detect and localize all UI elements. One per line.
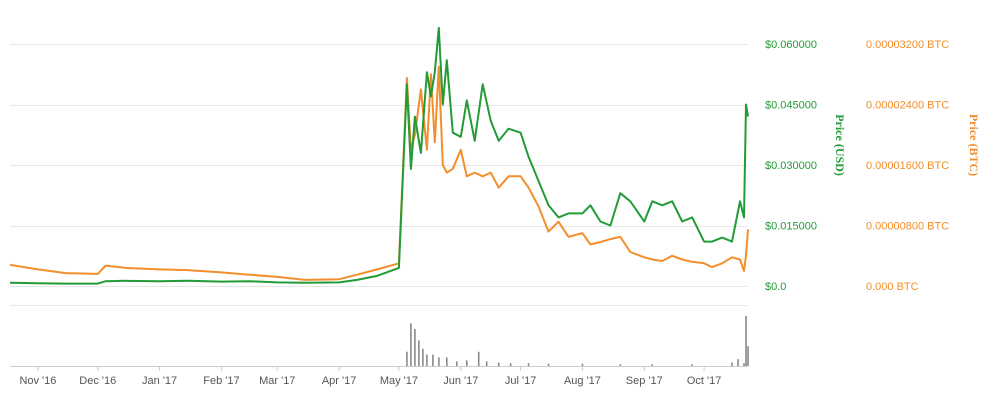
volume-bar	[651, 364, 654, 366]
btc-tick-label: 0.00002400 BTC	[866, 100, 949, 112]
btc-tick-label: 0.00001600 BTC	[866, 160, 949, 172]
btc-axis-ticks: 0.000 BTC 0.00000800 BTC 0.00001600 BTC …	[866, 39, 949, 293]
volume-bar	[465, 360, 468, 366]
x-tick-label: Aug '17	[564, 375, 601, 387]
volume-bar	[619, 364, 622, 366]
volume-bar	[438, 357, 440, 366]
volume-bar	[418, 340, 420, 366]
usd-tick-label: $0.0	[765, 281, 786, 293]
volume-panel	[10, 305, 749, 367]
btc-axis-title: Price (BTC)	[967, 114, 981, 176]
x-tick-label: Oct '17	[687, 375, 722, 387]
usd-tick-label: $0.060000	[765, 39, 817, 51]
volume-bar	[422, 348, 424, 366]
volume-bar	[547, 363, 550, 366]
btc-tick-label: 0.000 BTC	[866, 281, 919, 293]
x-tick-label: Nov '16	[19, 375, 56, 387]
volume-bar	[410, 323, 412, 366]
volume-bar	[446, 357, 448, 366]
volume-bar	[747, 346, 749, 366]
volume-bar	[406, 351, 408, 366]
x-tick-label: May '17	[380, 375, 418, 387]
volume-bar	[426, 354, 428, 366]
btc-tick-label: 0.00000800 BTC	[866, 221, 949, 233]
usd-axis-ticks: $0.0 $0.015000 $0.030000 $0.045000 $0.06…	[765, 39, 817, 293]
x-tick-label: Sep '17	[626, 375, 663, 387]
volume-bar	[743, 363, 745, 366]
x-axis-ticks: Nov '16 Dec '16 Jan '17 Feb '17 Mar '17 …	[19, 366, 721, 387]
volume-bar	[737, 359, 739, 366]
volume-bar	[414, 328, 416, 366]
volume-bar	[581, 363, 584, 366]
series-lines	[9, 26, 749, 285]
volume-bar	[485, 361, 488, 366]
usd-tick-label: $0.030000	[765, 160, 817, 172]
volume-bar	[497, 362, 500, 366]
usd-tick-label: $0.015000	[765, 221, 817, 233]
grid-lines	[10, 44, 748, 287]
volume-bar	[527, 363, 530, 366]
volume-bar	[745, 315, 747, 366]
x-tick-label: Feb '17	[203, 375, 239, 387]
volume-bar	[432, 354, 434, 366]
x-tick-label: Jul '17	[505, 375, 536, 387]
volume-bar	[731, 362, 733, 366]
volume-bar	[455, 361, 458, 366]
btc-price-line	[9, 65, 749, 281]
x-tick-label: Jun '17	[443, 375, 478, 387]
x-tick-label: Mar '17	[259, 375, 295, 387]
volume-bar	[509, 363, 512, 366]
usd-axis-title: Price (USD)	[833, 114, 847, 176]
volume-bar	[477, 351, 480, 366]
usd-tick-label: $0.045000	[765, 100, 817, 112]
x-tick-label: Apr '17	[322, 375, 357, 387]
volume-bar	[691, 364, 693, 366]
btc-tick-label: 0.00003200 BTC	[866, 39, 949, 51]
x-tick-label: Jan '17	[142, 375, 177, 387]
x-tick-label: Dec '16	[79, 375, 116, 387]
usd-price-line	[9, 26, 749, 285]
